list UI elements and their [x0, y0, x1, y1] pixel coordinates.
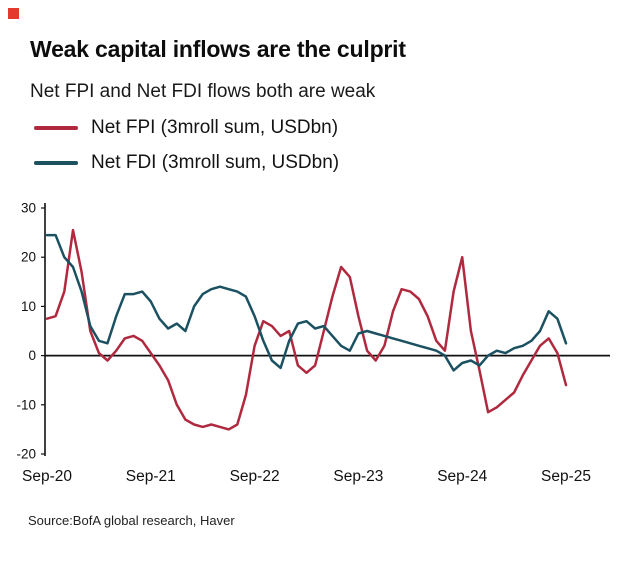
- y-tick-label: 10: [21, 299, 36, 314]
- legend-label-fpi: Net FPI (3mroll sum, USDbn): [91, 117, 339, 138]
- fdi-line-swatch: [34, 161, 78, 165]
- y-tick-label: 0: [28, 348, 36, 363]
- x-tick-label: Sep-23: [333, 468, 383, 485]
- x-tick-label: Sep-24: [437, 468, 487, 485]
- legend-item-fdi: Net FDI (3mroll sum, USDbn): [34, 152, 339, 174]
- series-line-1: [45, 233, 568, 372]
- y-tick-label: -20: [16, 447, 36, 462]
- y-tick-label: 30: [21, 201, 36, 216]
- chart-subtitle: Net FPI and Net FDI flows both are weak: [30, 81, 376, 102]
- brand-mark: [8, 8, 19, 19]
- series-line-0: [45, 228, 568, 431]
- y-tick-label: -10: [16, 397, 36, 412]
- x-tick-label: Sep-25: [541, 468, 591, 485]
- legend-label-fdi: Net FDI (3mroll sum, USDbn): [91, 152, 340, 173]
- y-tick-label: 20: [21, 250, 36, 265]
- fpi-line-swatch: [34, 126, 78, 130]
- page-title: Weak capital inflows are the culprit: [30, 36, 406, 62]
- x-tick-label: Sep-20: [22, 468, 72, 485]
- x-tick-label: Sep-21: [126, 468, 176, 485]
- legend-item-fpi: Net FPI (3mroll sum, USDbn): [34, 117, 339, 139]
- source-note: Source:BofA global research, Haver: [28, 513, 235, 528]
- line-chart: 30 20 10 0 -10 -20 Sep-20 Sep-21 Sep-22 Sep-23 Sep…: [16, 201, 610, 485]
- legend: Net FPI (3mroll sum, USDbn) Net FDI (3mr…: [34, 117, 339, 174]
- x-tick-label: Sep-22: [230, 468, 280, 485]
